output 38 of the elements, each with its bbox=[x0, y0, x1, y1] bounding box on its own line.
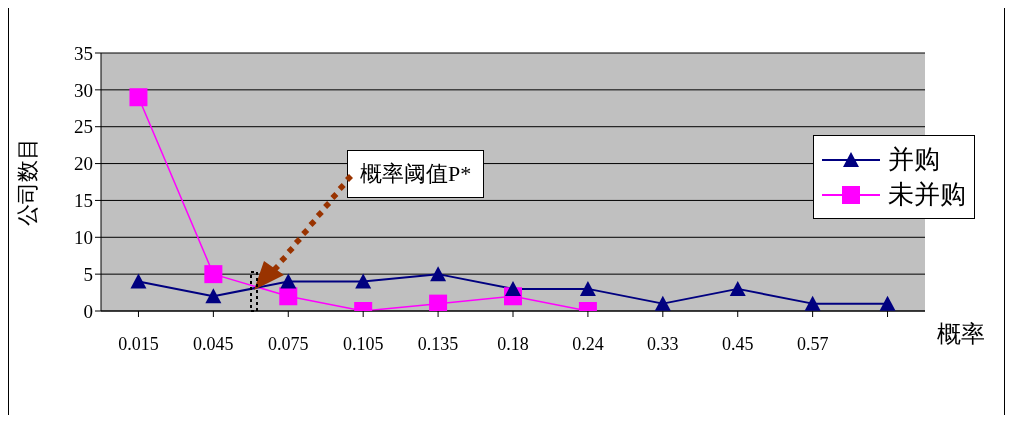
point bbox=[129, 88, 148, 107]
y-axis-title: 公司数目 bbox=[14, 138, 40, 226]
y-tick-label: 20 bbox=[74, 153, 93, 175]
x-tick-label: 0.33 bbox=[647, 333, 679, 354]
point bbox=[505, 280, 521, 296]
x-tick-label: 0.015 bbox=[118, 333, 159, 354]
point bbox=[429, 294, 448, 311]
point bbox=[204, 265, 223, 284]
point bbox=[579, 280, 596, 296]
point bbox=[280, 273, 297, 289]
y-tick-label: 35 bbox=[74, 42, 93, 64]
y-tick-label: 0 bbox=[83, 300, 93, 322]
point bbox=[879, 295, 896, 311]
point bbox=[430, 266, 447, 282]
y-tick-label: 10 bbox=[74, 227, 93, 249]
x-tick-label: 0.45 bbox=[721, 333, 754, 354]
x-tick-label: 0.135 bbox=[417, 333, 459, 354]
y-tick-label: 5 bbox=[83, 263, 93, 285]
x-tick-label: 0.18 bbox=[497, 333, 529, 354]
legend-label: 未并购 bbox=[888, 179, 966, 211]
point bbox=[279, 287, 298, 306]
y-tick-label: 30 bbox=[74, 79, 93, 101]
point bbox=[205, 288, 222, 304]
x-tick-label: 0.57 bbox=[796, 333, 829, 354]
point bbox=[355, 273, 372, 289]
y-tick-label: 15 bbox=[74, 190, 93, 212]
x-tick-label: 0.105 bbox=[342, 333, 384, 354]
point bbox=[654, 295, 671, 311]
point bbox=[804, 295, 821, 311]
annotation: 概率阈值P* bbox=[347, 150, 485, 198]
legend-label: 并购 bbox=[888, 144, 940, 176]
point bbox=[729, 280, 746, 296]
x-tick-label: 0.24 bbox=[572, 333, 604, 354]
point bbox=[130, 273, 147, 289]
x-tick-label: 0.045 bbox=[193, 333, 234, 354]
x-axis-title: 概率 bbox=[937, 320, 985, 349]
x-tick-label: 0.075 bbox=[268, 333, 309, 354]
y-tick-label: 25 bbox=[74, 116, 93, 138]
